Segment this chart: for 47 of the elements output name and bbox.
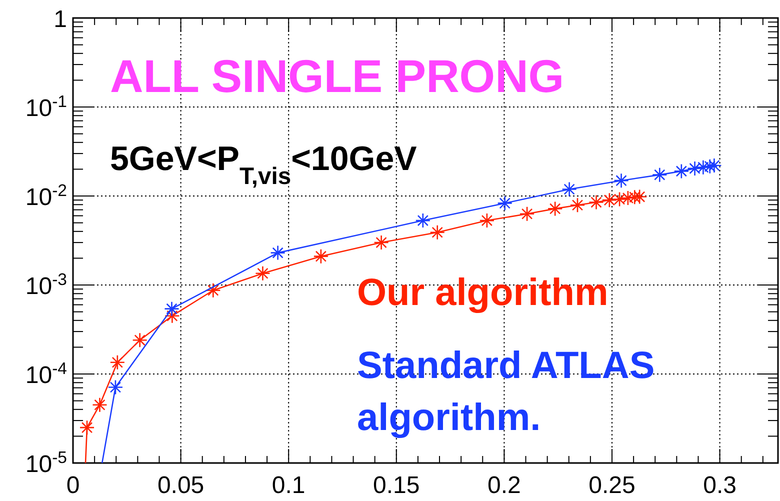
point (702, 158, 718, 174)
x-tick-label: 0.2 (488, 472, 521, 499)
y-tick-label: 10$^{-1}$ (25, 92, 67, 122)
point (108, 380, 124, 395)
point (92, 397, 108, 413)
point (205, 282, 221, 298)
point (164, 301, 180, 316)
point (313, 248, 329, 264)
point (255, 266, 270, 282)
x-tick-label: 0 (66, 472, 80, 499)
y-tick-label: 10$^{-3}$ (25, 270, 67, 300)
point (570, 197, 586, 213)
annotation: 5GeV<P$_{T,vis}$<10GeV (110, 140, 418, 190)
point (614, 172, 629, 188)
y-tick-label: 10$^{-5}$ (25, 448, 67, 478)
y-tick-label: 1 (54, 6, 67, 33)
point (652, 167, 668, 182)
point (270, 245, 286, 260)
point (132, 332, 148, 348)
point (706, 158, 722, 174)
x-tick-label: 0.05 (157, 472, 204, 499)
point (110, 354, 126, 370)
point (79, 420, 95, 436)
point (612, 192, 628, 207)
point (415, 212, 431, 228)
point (479, 212, 495, 228)
point (674, 164, 690, 179)
point (497, 196, 512, 211)
point (430, 224, 446, 240)
point (602, 192, 618, 208)
x-tick-label: 0.1 (272, 472, 306, 499)
point (696, 160, 711, 175)
text: Standard ATLAS algorithm. (357, 345, 655, 439)
y-tick-label: 10$^{-2}$ (25, 180, 67, 211)
x-tick-label: 0.15 (373, 472, 420, 499)
point (588, 194, 604, 210)
point (519, 206, 535, 222)
point (547, 201, 563, 216)
point (687, 160, 702, 176)
x-tick-label: 0.25 (588, 472, 636, 499)
x-tick-label: 0.3 (703, 472, 736, 499)
y-tick-label: 10$^{-4}$ (25, 358, 67, 389)
annotation: ALL SINGLE PRONG (110, 50, 564, 102)
point (374, 234, 389, 250)
point (632, 189, 648, 204)
series-label: Our algorithm (357, 272, 608, 314)
point (562, 182, 577, 197)
